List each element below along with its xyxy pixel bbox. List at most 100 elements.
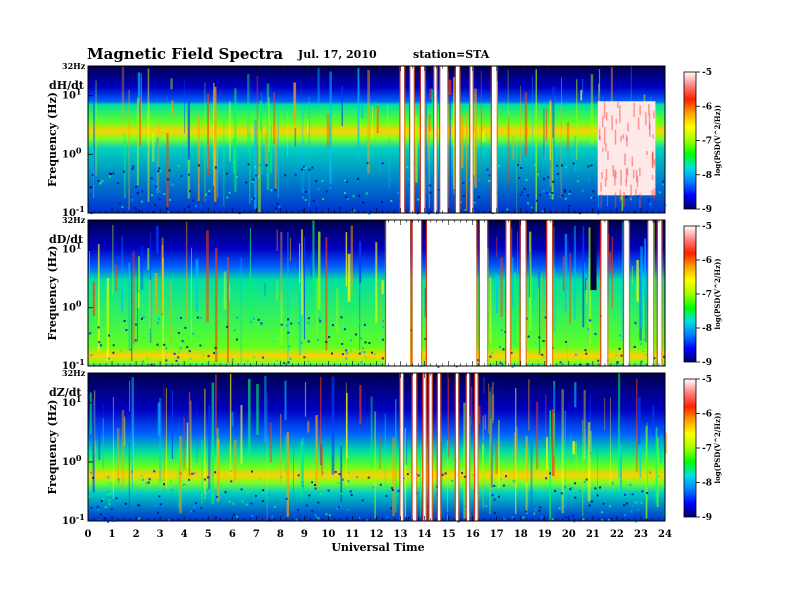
colorbar-tick-label: -7 [702, 290, 712, 300]
data-gap [434, 66, 437, 213]
colorbar-tick-label: -5 [702, 68, 712, 78]
data-gap [455, 373, 459, 521]
date-label: Jul. 17, 2010 [297, 48, 377, 61]
y-top-label: 32Hz [62, 215, 86, 225]
data-gap [470, 66, 473, 213]
x-tick-label: 9 [301, 529, 308, 540]
colorbar-tick-label: -6 [702, 256, 712, 266]
x-tick-label: 11 [346, 529, 360, 540]
data-gap [400, 373, 403, 521]
colorbar-tick-label: -7 [702, 137, 712, 147]
panel-label: dH/dt [49, 79, 85, 92]
x-tick-label: 17 [490, 529, 504, 540]
data-gap [520, 220, 526, 366]
colorbar-tick-label: -9 [702, 513, 712, 523]
colorbar-tick-label: -5 [702, 375, 712, 385]
x-tick-label: 19 [538, 529, 552, 540]
x-tick-label: 1 [109, 529, 116, 540]
data-gap [547, 220, 552, 366]
data-gap [423, 373, 426, 521]
x-tick-label: 3 [157, 529, 164, 540]
colorbar-label: log(PSD(V^2/Hz)) [713, 258, 722, 329]
data-gaps [384, 220, 663, 366]
y-tick-label: 101 [62, 240, 82, 255]
x-tick-label: 16 [466, 529, 480, 540]
colorbar-label: log(PSD(V^2/Hz)) [713, 412, 722, 483]
y-axis-label: Frequency (Hz) [46, 399, 59, 494]
y-tick-label: 100 [62, 453, 82, 468]
data-gap [601, 220, 608, 366]
colorbar-scale [683, 225, 697, 363]
y-tick-label: 10-1 [62, 204, 85, 219]
x-axis-label: Universal Time [331, 541, 424, 554]
colorbar-label: log(PSD(V^2/Hz)) [713, 105, 722, 176]
data-gap [437, 373, 441, 521]
data-gap [440, 66, 448, 213]
y-tick-label: 100 [62, 145, 82, 160]
data-gap [466, 373, 470, 521]
data-gap [648, 220, 653, 366]
y-top-label: 32Hz [62, 368, 86, 378]
y-tick-label: 100 [62, 299, 82, 314]
colorbar-tick-label: -7 [702, 444, 712, 454]
data-gap [412, 373, 417, 521]
colorbar-tick-label: -9 [702, 358, 712, 368]
colorbar-tick-label: -5 [702, 222, 712, 232]
x-tick-label: 18 [514, 529, 528, 540]
x-tick-label: 5 [205, 529, 212, 540]
x-tick-label: 8 [277, 529, 284, 540]
y-tick-label: 10-1 [62, 357, 85, 372]
x-tick-label: 21 [586, 529, 600, 540]
x-axis: 0 1 2 3 4 5 6 7 8 9 10 11 12 13 14 15 16 17 18 19 20 21 22 23 24 [85, 529, 672, 540]
data-gap [455, 66, 460, 213]
colorbar: -5 -6 -7 -8 -9 log(PSD(V^2/Hz)) [683, 222, 722, 368]
x-tick-label: 14 [418, 529, 432, 540]
colorbar-tick-label: -6 [702, 102, 712, 112]
station-label: station=STA [413, 48, 490, 61]
data-gap [475, 373, 478, 521]
colorbar-scale [683, 71, 697, 210]
x-tick-label: 22 [610, 529, 624, 540]
y-axis-label: Frequency (Hz) [46, 92, 59, 187]
spectrogram-background [88, 66, 665, 213]
data-gap [624, 220, 629, 366]
data-gaps [399, 66, 498, 213]
x-tick-label: 12 [370, 529, 384, 540]
x-tick-label: 20 [562, 529, 576, 540]
x-tick-label: 13 [394, 529, 408, 540]
data-gap [386, 220, 411, 366]
data-gaps [399, 373, 479, 521]
x-tick-label: 7 [253, 529, 260, 540]
data-gap [410, 66, 414, 213]
data-gap [427, 220, 477, 366]
spectrogram-background [88, 373, 665, 521]
x-tick-label: 6 [229, 529, 236, 540]
data-gap [506, 220, 510, 366]
data-gap [400, 66, 405, 213]
y-tick-label: 101 [62, 87, 82, 102]
colorbar-tick-label: -9 [702, 205, 712, 215]
colorbar: -5 -6 -7 -8 -9 log(PSD(V^2/Hz)) [683, 375, 722, 523]
data-gap [421, 66, 425, 213]
x-tick-label: 0 [85, 529, 92, 540]
data-gap [491, 66, 497, 213]
x-tick-label: 23 [634, 529, 648, 540]
data-gap [479, 220, 488, 366]
dark-column [590, 220, 597, 291]
x-tick-label: 2 [133, 529, 140, 540]
x-tick-label: 4 [181, 529, 188, 540]
x-tick-label: 15 [442, 529, 456, 540]
y-axis-label: Frequency (Hz) [46, 245, 59, 340]
figure-title: Magnetic Field Spectra [87, 45, 283, 63]
x-tick-label: 10 [321, 529, 335, 540]
panel-label: dD/dt [49, 233, 84, 246]
data-gap [412, 220, 421, 366]
panel-label: dZ/dt [49, 386, 82, 399]
data-gap [429, 373, 432, 521]
y-top-label: 32Hz [62, 61, 86, 71]
